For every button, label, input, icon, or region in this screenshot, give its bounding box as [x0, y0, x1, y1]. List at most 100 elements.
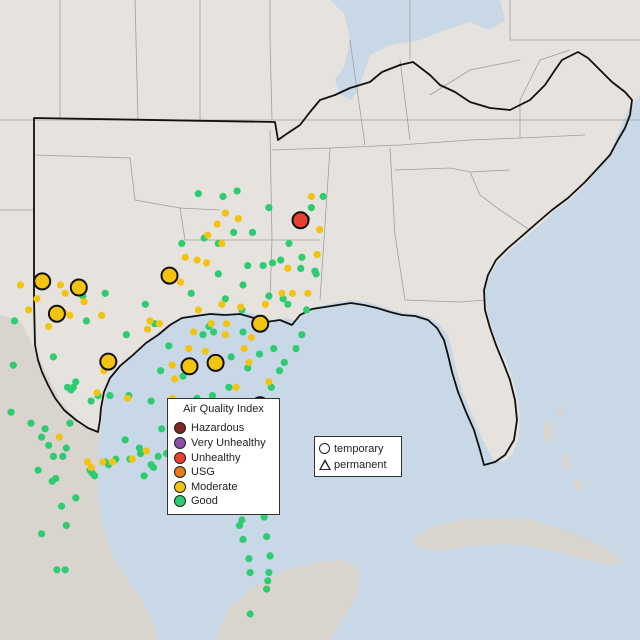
monitor-moderate[interactable] — [80, 298, 88, 306]
monitor-good[interactable] — [263, 533, 271, 541]
monitor-moderate[interactable] — [288, 289, 297, 297]
monitor-good[interactable] — [63, 383, 72, 391]
monitor-good[interactable] — [246, 568, 254, 577]
monitor-good[interactable] — [297, 264, 305, 272]
monitor-good[interactable] — [210, 328, 218, 336]
monitor-moderate[interactable] — [99, 458, 107, 466]
monitor-good[interactable] — [62, 521, 70, 530]
monitor-good[interactable] — [101, 289, 109, 297]
monitor-good[interactable] — [147, 397, 155, 405]
monitor-good[interactable] — [268, 259, 277, 267]
monitor-moderate[interactable] — [33, 272, 52, 291]
monitor-moderate[interactable] — [307, 192, 315, 201]
monitor-good[interactable] — [27, 419, 35, 427]
monitor-good[interactable] — [245, 555, 253, 563]
monitor-good[interactable] — [230, 228, 238, 236]
monitor-moderate[interactable] — [180, 357, 199, 376]
monitor-good[interactable] — [265, 568, 273, 577]
monitor-good[interactable] — [82, 317, 90, 325]
monitor-good[interactable] — [225, 383, 233, 391]
monitor-good[interactable] — [53, 566, 61, 574]
monitor-good[interactable] — [149, 463, 158, 472]
monitor-good[interactable] — [319, 192, 327, 201]
monitor-good[interactable] — [9, 361, 17, 369]
monitor-good[interactable] — [7, 408, 15, 416]
monitor-moderate[interactable] — [171, 375, 179, 383]
monitor-moderate[interactable] — [221, 209, 229, 217]
monitor-good[interactable] — [58, 502, 66, 510]
monitor-good[interactable] — [292, 345, 300, 353]
monitor-good[interactable] — [66, 419, 74, 427]
monitor-moderate[interactable] — [284, 264, 292, 272]
monitor-moderate[interactable] — [69, 278, 88, 297]
monitor-good[interactable] — [208, 392, 216, 400]
monitor-moderate[interactable] — [251, 314, 270, 333]
monitor-moderate[interactable] — [278, 289, 286, 297]
monitor-moderate[interactable] — [185, 345, 193, 353]
monitor-good[interactable] — [275, 367, 284, 375]
monitor-moderate[interactable] — [155, 320, 163, 328]
monitor-moderate[interactable] — [213, 220, 221, 228]
monitor-moderate[interactable] — [25, 306, 33, 314]
monitor-moderate[interactable] — [108, 458, 116, 466]
monitor-good[interactable] — [122, 331, 130, 339]
monitor-moderate[interactable] — [87, 463, 95, 472]
monitor-good[interactable] — [280, 358, 288, 366]
monitor-moderate[interactable] — [124, 394, 132, 402]
monitor-good[interactable] — [179, 372, 187, 380]
monitor-good[interactable] — [219, 192, 227, 201]
monitor-good[interactable] — [279, 295, 287, 303]
monitor-moderate[interactable] — [218, 300, 226, 308]
monitor-moderate[interactable] — [193, 256, 201, 264]
monitor-good[interactable] — [244, 262, 252, 270]
monitor-good[interactable] — [214, 270, 222, 278]
monitor-good[interactable] — [157, 367, 165, 375]
monitor-good[interactable] — [165, 342, 173, 350]
monitor-good[interactable] — [277, 256, 285, 264]
monitor-good[interactable] — [10, 317, 19, 325]
monitor-good[interactable] — [246, 610, 254, 618]
monitor-good[interactable] — [285, 239, 293, 248]
monitor-good[interactable] — [199, 331, 207, 339]
monitor-good[interactable] — [248, 228, 257, 236]
monitor-good[interactable] — [59, 452, 67, 460]
monitor-good[interactable] — [270, 345, 278, 353]
monitor-moderate[interactable] — [56, 281, 64, 289]
monitor-moderate[interactable] — [313, 251, 321, 259]
monitor-moderate[interactable] — [160, 266, 179, 285]
monitor-moderate[interactable] — [265, 378, 273, 386]
monitor-moderate[interactable] — [261, 300, 269, 308]
monitor-good[interactable] — [265, 292, 273, 300]
monitor-moderate[interactable] — [201, 347, 209, 355]
monitor-moderate[interactable] — [33, 295, 41, 303]
monitor-moderate[interactable] — [202, 259, 211, 267]
monitor-good[interactable] — [260, 513, 268, 521]
monitor-good[interactable] — [233, 187, 241, 195]
monitor-good[interactable] — [227, 353, 235, 361]
monitor-moderate[interactable] — [177, 278, 185, 286]
monitor-good[interactable] — [235, 521, 244, 530]
monitor-good[interactable] — [158, 425, 166, 433]
monitor-moderate[interactable] — [61, 289, 69, 297]
monitor-good[interactable] — [49, 452, 58, 460]
monitor-good[interactable] — [303, 306, 311, 314]
monitor-moderate[interactable] — [83, 458, 92, 466]
monitor-good[interactable] — [221, 295, 229, 303]
monitor-moderate[interactable] — [93, 389, 101, 397]
monitor-good[interactable] — [255, 350, 264, 358]
monitor-good[interactable] — [238, 516, 246, 524]
monitor-moderate[interactable] — [240, 345, 248, 353]
monitor-moderate[interactable] — [234, 215, 242, 223]
monitor-good[interactable] — [307, 204, 315, 212]
monitor-moderate[interactable] — [55, 433, 63, 441]
monitor-moderate[interactable] — [190, 328, 198, 336]
monitor-good[interactable] — [264, 577, 272, 585]
monitor-good[interactable] — [284, 300, 292, 308]
monitor-good[interactable] — [34, 466, 42, 474]
monitor-moderate[interactable] — [128, 455, 136, 463]
monitor-moderate[interactable] — [47, 304, 66, 323]
monitor-good[interactable] — [49, 353, 58, 361]
monitor-good[interactable] — [265, 204, 273, 212]
monitor-moderate[interactable] — [304, 289, 312, 297]
monitor-moderate[interactable] — [222, 320, 231, 328]
